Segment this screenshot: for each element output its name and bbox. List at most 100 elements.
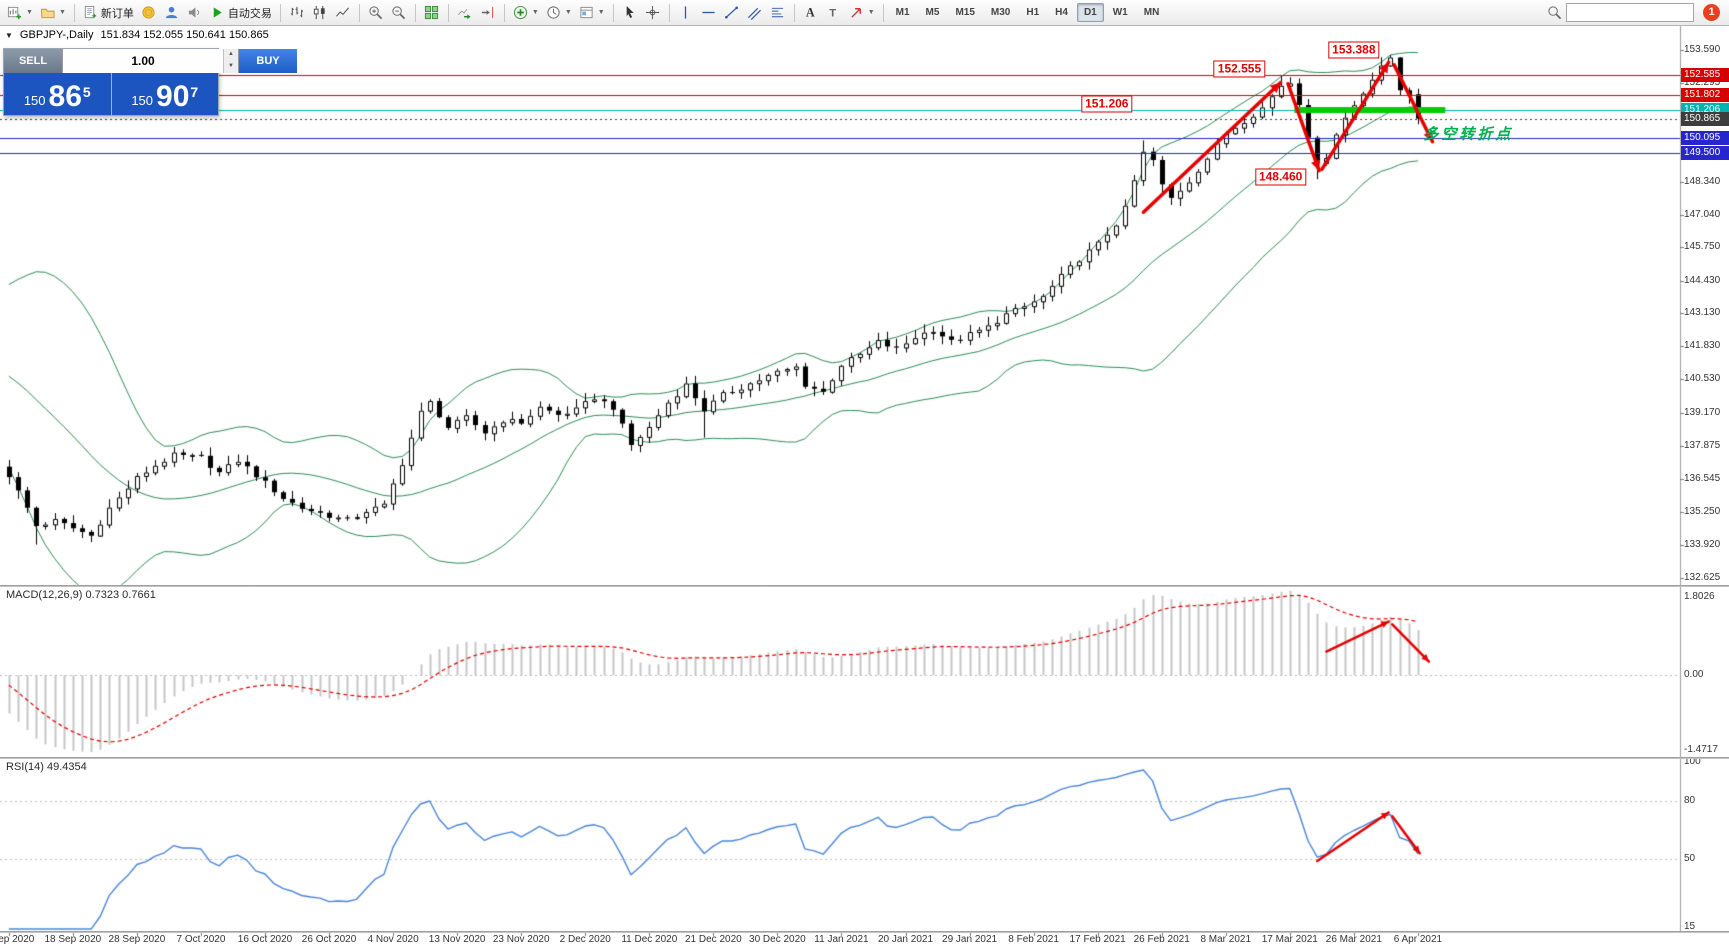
timeframe-m1-button[interactable]: M1: [895, 7, 910, 18]
buy-price-display[interactable]: 150 90 7: [111, 73, 218, 115]
pane-separator-macd[interactable]: [0, 585, 1729, 587]
profiles-button[interactable]: ▼: [37, 2, 69, 24]
search-icon[interactable]: [1547, 5, 1562, 20]
sell-price-display[interactable]: 150 86 5: [4, 73, 112, 115]
timeframe-m15-button[interactable]: M15: [955, 7, 975, 18]
price-tick: 135.250: [1684, 505, 1721, 517]
timeframe-d1-button[interactable]: D1: [1076, 3, 1104, 22]
auto-scroll-button[interactable]: [454, 2, 476, 24]
time-label: 7 Oct 2020: [176, 934, 226, 945]
time-label: 16 Oct 2020: [237, 934, 293, 945]
search-input[interactable]: [1566, 3, 1694, 22]
text-tool-button[interactable]: A: [800, 2, 822, 24]
price-tick: 144.430: [1684, 274, 1721, 286]
dropdown-caret-icon: ▼: [867, 9, 875, 16]
fibonacci-icon: [772, 7, 784, 18]
price-flag-label[interactable]: 151.206: [1081, 95, 1133, 113]
price-flag-label[interactable]: 153.388: [1328, 41, 1380, 59]
volume-input[interactable]: [63, 49, 223, 73]
time-label: 6 Apr 2021: [1393, 934, 1443, 945]
bar-chart-button[interactable]: [286, 2, 308, 24]
pane-separator-rsi[interactable]: [0, 757, 1729, 759]
periods-button[interactable]: ▼: [543, 2, 575, 24]
vertical-line-button[interactable]: [675, 2, 697, 24]
timeframe-h4-button[interactable]: H4: [1055, 7, 1068, 18]
timeframe-m5-button[interactable]: M5: [925, 7, 940, 18]
time-label: 11 Dec 2020: [621, 934, 678, 945]
indicators-button[interactable]: ▼: [510, 2, 542, 24]
autotrading-button[interactable]: 自动交易: [207, 2, 275, 24]
timeframe-w1-button[interactable]: W1: [1112, 7, 1128, 18]
timeframe-mn-button[interactable]: MN: [1143, 7, 1160, 18]
chart-shift-button[interactable]: [477, 2, 499, 24]
text-tool-icon: A: [806, 6, 815, 20]
new-order-label: 新订单: [100, 7, 134, 20]
crosshair-button[interactable]: [642, 2, 664, 24]
price-tick: 133.920: [1684, 539, 1721, 551]
trendline-button[interactable]: [721, 2, 743, 24]
rsi-scale-label: 15: [1684, 921, 1696, 933]
chart-symbol-title: GBPJPY-,Daily: [19, 29, 94, 41]
gold-coin-icon: [142, 6, 155, 19]
toolbar-separator: [447, 3, 449, 22]
chart-ohlc-values: 151.834 152.055 150.641 150.865: [100, 29, 269, 41]
channel-button[interactable]: [744, 2, 766, 24]
sell-price-big-figure: 150: [23, 93, 46, 108]
candlestick-chart-button[interactable]: [309, 2, 331, 24]
label-tool-button[interactable]: T: [823, 2, 845, 24]
deposit-button[interactable]: [138, 2, 160, 24]
horizontal-line-button[interactable]: [698, 2, 720, 24]
community-button[interactable]: [161, 2, 183, 24]
zoom-out-button[interactable]: [388, 2, 410, 24]
time-label: 26 Feb 2021: [1133, 934, 1190, 945]
price-flag-label[interactable]: 152.555: [1213, 60, 1266, 78]
arrows-tool-icon: [851, 8, 861, 18]
toolbar-separator: [668, 3, 670, 22]
toolbar-separator: [358, 3, 360, 22]
toolbar-separator: [793, 3, 795, 22]
tile-windows-button[interactable]: [421, 2, 443, 24]
axis-separator: [0, 931, 1729, 933]
person-icon: [166, 6, 178, 19]
price-tick: 145.750: [1684, 241, 1721, 253]
time-label: 20 Jan 2021: [877, 934, 934, 945]
clock-icon: [547, 6, 560, 19]
turning-point-note[interactable]: 多空转折点: [1423, 125, 1514, 143]
toolbar-separator: [279, 3, 281, 22]
search-box: 1: [1547, 3, 1725, 22]
fibonacci-button[interactable]: [767, 2, 789, 24]
volume-down-button[interactable]: ▼: [224, 61, 238, 73]
notification-badge[interactable]: 1: [1703, 4, 1720, 21]
price-tick: 136.545: [1684, 473, 1721, 485]
trendline-icon: [725, 6, 739, 19]
timeframe-h1-button[interactable]: H1: [1026, 7, 1040, 18]
dropdown-caret-icon: ▼: [564, 9, 572, 16]
new-chart-button[interactable]: ▼: [4, 2, 36, 24]
vertical-line-icon: [685, 6, 687, 19]
time-label: 26 Mar 2021: [1325, 934, 1382, 945]
timeframe-m30-button[interactable]: M30: [990, 7, 1011, 18]
price-marker: 150.865: [1681, 111, 1729, 126]
toolbar-separator: [503, 3, 505, 22]
one-click-collapse-button[interactable]: ▼: [5, 30, 13, 40]
sell-button[interactable]: SELL: [4, 49, 62, 73]
sound-button[interactable]: [184, 2, 206, 24]
templates-button[interactable]: ▼: [576, 2, 608, 24]
new-order-button[interactable]: 新订单: [80, 2, 137, 24]
chart-area: ▼ GBPJPY-,Daily 151.834 152.055 150.641 …: [0, 26, 1729, 949]
toolbar-separator: [73, 3, 75, 22]
volume-up-button[interactable]: ▲: [224, 49, 238, 61]
sell-price-point: 5: [82, 84, 91, 100]
arrows-tool-button[interactable]: ▼: [846, 2, 878, 24]
buy-button[interactable]: BUY: [239, 49, 297, 73]
price-tick: 137.875: [1684, 439, 1721, 451]
cursor-button[interactable]: [619, 2, 641, 24]
speaker-icon: [189, 7, 200, 18]
macd-scale-min: -1.4717: [1684, 744, 1718, 755]
line-chart-button[interactable]: [332, 2, 354, 24]
chart-canvas[interactable]: [0, 26, 1729, 949]
price-flag-label[interactable]: 148.460: [1254, 168, 1307, 186]
new-chart-icon: [7, 6, 22, 20]
time-label: 4 Nov 2020: [367, 934, 419, 945]
zoom-in-button[interactable]: [365, 2, 387, 24]
